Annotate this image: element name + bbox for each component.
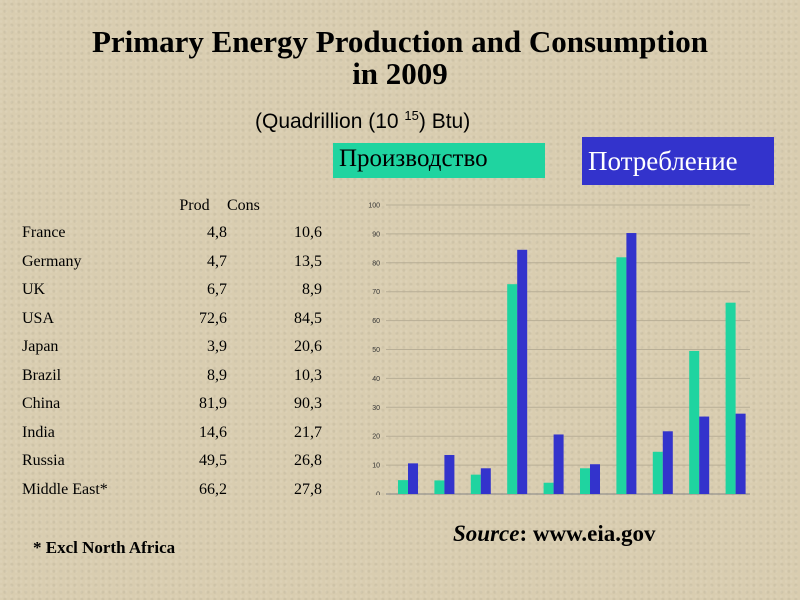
table-cell-prod: 3,9 — [207, 338, 227, 356]
bar-production — [689, 350, 700, 494]
table-row: USA 72,6 84,5 — [22, 305, 322, 334]
units-suffix: ) Btu) — [418, 110, 471, 133]
bar-consumption — [590, 464, 600, 494]
y-tick-label: 50 — [372, 347, 380, 354]
table-cell-prod: 6,7 — [207, 281, 227, 299]
y-tick-label: 30 — [372, 405, 380, 412]
bar-consumption — [626, 233, 637, 494]
table-cell-country: Japan — [22, 338, 59, 356]
y-tick-label: 90 — [372, 231, 380, 238]
y-tick-label: 10 — [372, 463, 380, 470]
table-cell-country: Russia — [22, 452, 65, 470]
table-row: India 14,6 21,7 — [22, 419, 322, 448]
table-cell-country: France — [22, 224, 66, 242]
bar-production — [580, 468, 590, 494]
table-cell-cons: 20,6 — [294, 338, 322, 356]
bar-production — [398, 480, 408, 494]
table-cell-country: India — [22, 423, 55, 441]
legend-production: Производство — [333, 143, 545, 178]
header-cons: Cons — [227, 197, 260, 214]
bar-production — [725, 302, 736, 494]
y-tick-label: 70 — [372, 289, 380, 296]
bar-consumption — [517, 249, 528, 494]
table-header-row: Prod Cons — [22, 193, 322, 219]
source-label: Source — [453, 521, 520, 546]
table-cell-cons: 26,8 — [294, 452, 322, 470]
units-prefix: (Quadrillion (10 — [255, 110, 405, 133]
bar-consumption — [480, 468, 491, 494]
y-tick-label: 20 — [372, 434, 380, 441]
y-tick-label: 0 — [376, 492, 380, 496]
table-cell-cons: 8,9 — [302, 281, 322, 299]
header-prod: Prod — [179, 197, 210, 214]
bar-consumption — [735, 413, 746, 494]
units-exponent: 15 — [404, 108, 419, 123]
source-url: : www.eia.gov — [519, 521, 656, 546]
y-tick-label: 60 — [372, 318, 380, 325]
footnote: * Excl North Africa — [33, 538, 176, 557]
table-row: Middle East* 66,2 27,8 — [22, 476, 322, 505]
table-cell-cons: 10,3 — [294, 366, 322, 384]
legend-consumption: Потребление — [582, 137, 774, 185]
table-cell-country: Middle East* — [22, 480, 108, 498]
table-cell-cons: 21,7 — [294, 423, 322, 441]
bar-production — [652, 451, 663, 494]
bar-consumption — [408, 463, 418, 494]
table-cell-prod: 72,6 — [199, 309, 227, 327]
y-tick-label: 100 — [368, 203, 380, 210]
bar-production — [616, 257, 627, 494]
table-cell-cons: 90,3 — [294, 395, 322, 413]
table-cell-prod: 66,2 — [199, 480, 227, 498]
table-cell-prod: 8,9 — [207, 366, 227, 384]
y-tick-label: 80 — [372, 260, 380, 267]
table-row: UK 6,7 8,9 — [22, 276, 322, 305]
table-cell-cons: 10,6 — [294, 224, 322, 242]
table-row: Russia 49,5 26,8 — [22, 447, 322, 476]
table-cell-cons: 84,5 — [294, 309, 322, 327]
bar-consumption — [662, 431, 673, 494]
table-cell-country: Brazil — [22, 366, 62, 384]
chart-title: Primary Energy Production and Consumptio… — [0, 26, 800, 90]
bar-production — [434, 480, 445, 494]
bar-production — [507, 284, 518, 494]
table-cell-country: USA — [22, 309, 55, 327]
table-cell-country: UK — [22, 281, 46, 299]
table-cell-cons: 13,5 — [294, 252, 322, 270]
table-cell-cons: 27,8 — [294, 480, 322, 498]
bar-consumption — [553, 434, 564, 494]
table-row: China 81,9 90,3 — [22, 390, 322, 419]
table-row: Brazil 8,9 10,3 — [22, 362, 322, 391]
table-cell-country: China — [22, 395, 61, 413]
y-tick-label: 40 — [372, 376, 380, 383]
bar-consumption — [444, 454, 455, 494]
table-cell-prod: 4,7 — [207, 252, 227, 270]
source-note: Source: www.eia.gov — [453, 521, 656, 547]
bar-consumption — [699, 416, 710, 494]
data-table: Prod Cons France 4,8 10,6 Germany 4,7 13,5 UK 6… — [22, 193, 322, 504]
table-cell-prod: 81,9 — [199, 395, 227, 413]
table-row: Japan 3,9 20,6 — [22, 333, 322, 362]
bar-production — [470, 474, 481, 494]
table-cell-prod: 14,6 — [199, 423, 227, 441]
bar-chart: 0 10 20 30 40 50 60 70 80 90 100 — [368, 203, 750, 496]
table-row: France 4,8 10,6 — [22, 219, 322, 248]
title-line-1: Primary Energy Production and Consumptio… — [91, 24, 709, 59]
header-country — [22, 193, 162, 219]
title-line-2: in 2009 — [352, 56, 448, 91]
table-cell-prod: 4,8 — [207, 224, 227, 242]
table-row: Germany 4,7 13,5 — [22, 248, 322, 277]
bar-production — [543, 482, 554, 494]
units-label: (Quadrillion (10 15) Btu) — [255, 108, 470, 134]
table-cell-prod: 49,5 — [199, 452, 227, 470]
table-cell-country: Germany — [22, 252, 82, 270]
